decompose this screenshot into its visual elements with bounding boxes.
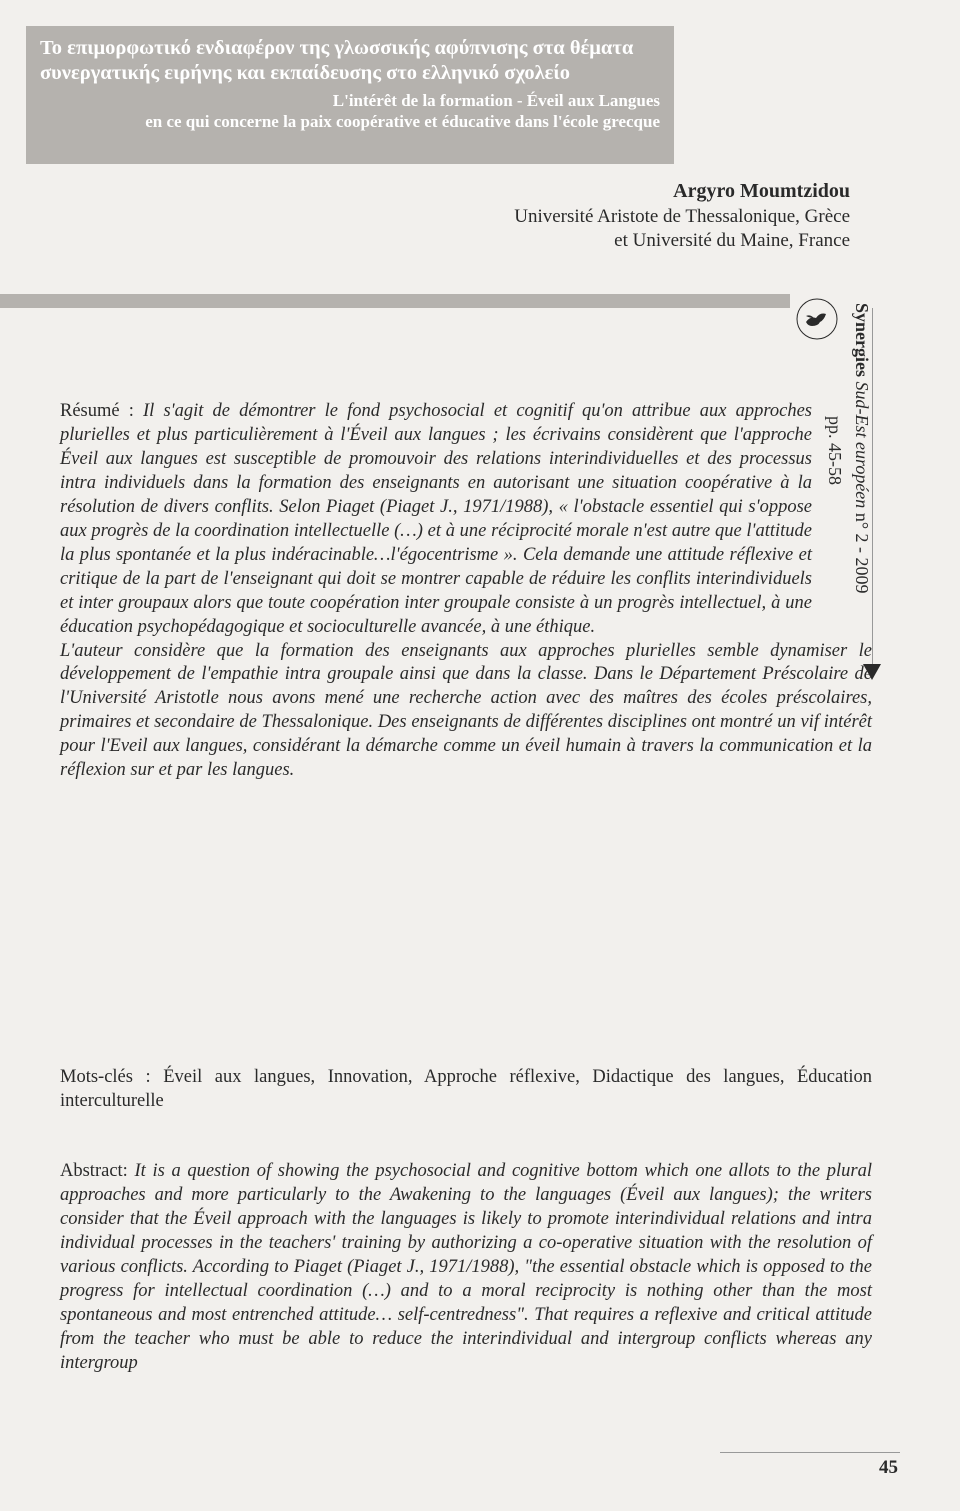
title-header-box: Το επιμορφωτικό ενδιαφέρον της γλωσσικής… bbox=[26, 26, 674, 164]
affil-line1: Université Aristote de Thessalonique, Gr… bbox=[514, 206, 850, 227]
title-greek: Το επιμορφωτικό ενδιαφέρον της γλωσσικής… bbox=[40, 36, 660, 86]
subtitle-french: L'intérêt de la formation - Éveil aux La… bbox=[40, 90, 660, 133]
grey-separator-bar bbox=[0, 294, 790, 308]
dove-logo-icon bbox=[796, 298, 838, 340]
side-vertical-line bbox=[872, 308, 873, 668]
resume-section: Résumé : Il s'agit de démontrer le fond … bbox=[60, 400, 872, 783]
abstract-text: It is a question of showing the psychoso… bbox=[60, 1161, 872, 1373]
resume-label: Résumé : bbox=[60, 401, 143, 421]
page-number-line bbox=[720, 1452, 900, 1453]
affil-line2: et Université du Maine, France bbox=[614, 230, 850, 251]
title-greek-line2: συνεργατικής ειρήνης και εκπαίδευσης στο… bbox=[40, 62, 570, 84]
subtitle-fr-line1: L'intérêt de la formation - Éveil aux La… bbox=[333, 91, 660, 110]
journal-name-bold: Synergies bbox=[852, 303, 872, 377]
mots-cles-label: Mots-clés bbox=[60, 1067, 133, 1087]
abstract-section: Abstract: It is a question of showing th… bbox=[60, 1160, 872, 1376]
subtitle-fr-line2: en ce qui concerne la paix coopérative e… bbox=[145, 112, 660, 131]
abstract-label: Abstract: bbox=[60, 1161, 134, 1181]
resume-narrow-text: Résumé : Il s'agit de démontrer le fond … bbox=[60, 400, 812, 640]
resume-text-narrow: Il s'agit de démontrer le fond psychosoc… bbox=[60, 401, 812, 637]
author-affiliation: Université Aristote de Thessalonique, Gr… bbox=[370, 205, 850, 253]
author-name: Argyro Moumtzidou bbox=[370, 180, 850, 203]
resume-full-text: L'auteur considère que la formation des … bbox=[60, 640, 872, 784]
title-greek-line1: Το επιμορφωτικό ενδιαφέρον της γλωσσικής… bbox=[40, 37, 633, 59]
page: Το επιμορφωτικό ενδιαφέρον της γλωσσικής… bbox=[0, 0, 960, 1511]
mots-cles-text: : Éveil aux langues, Innovation, Approch… bbox=[60, 1067, 872, 1111]
author-block: Argyro Moumtzidou Université Aristote de… bbox=[370, 180, 850, 253]
mots-cles-section: Mots-clés : Éveil aux langues, Innovatio… bbox=[60, 1066, 872, 1114]
page-number: 45 bbox=[879, 1457, 898, 1479]
